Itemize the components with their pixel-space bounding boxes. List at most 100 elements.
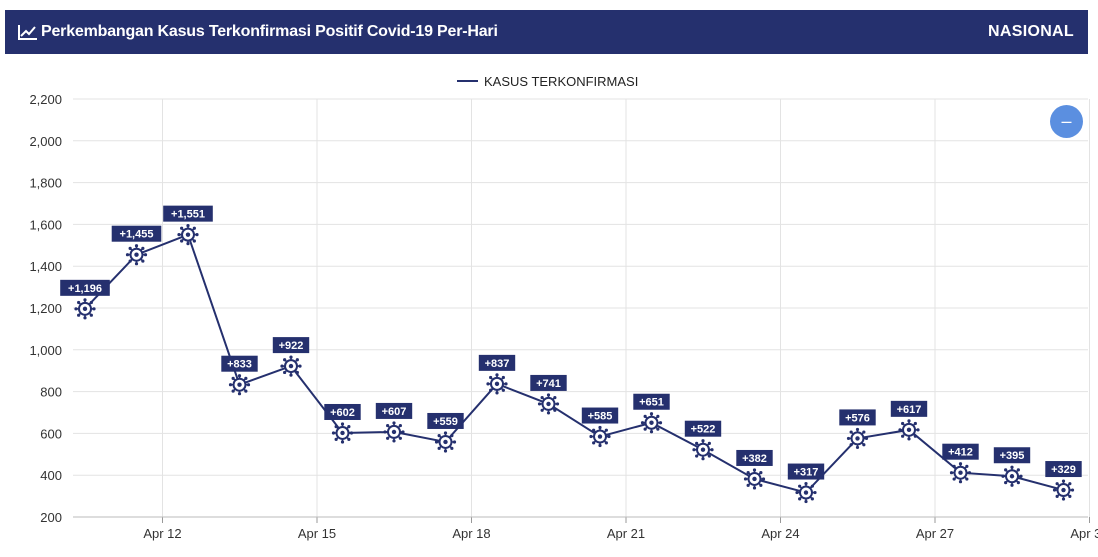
- data-label: +1,551: [171, 209, 205, 221]
- virus-spike-tip: [849, 443, 853, 447]
- data-label-box: [890, 400, 928, 417]
- virus-core: [803, 490, 809, 495]
- virus-core: [237, 382, 242, 387]
- virus-spike-tip: [237, 392, 242, 396]
- virus-spike-tip: [244, 389, 248, 393]
- virus-spike-tip: [1055, 482, 1059, 486]
- data-point-marker: [795, 481, 817, 504]
- virus-spike-tip: [913, 434, 917, 438]
- y-tick-label: 600: [40, 426, 62, 441]
- data-point-marker: [177, 224, 199, 246]
- virus-core: [546, 401, 551, 407]
- virus-core: [391, 429, 397, 435]
- zoom-out-button[interactable]: –: [1050, 105, 1083, 138]
- data-label: +1,455: [120, 229, 154, 241]
- virus-spike-tip: [795, 490, 799, 495]
- virus-spike-tip: [386, 436, 390, 440]
- virus-spike-tip: [604, 428, 608, 432]
- virus-core: [1009, 474, 1015, 479]
- virus-spike-tip: [1055, 494, 1059, 498]
- y-tick-label: 800: [40, 385, 62, 400]
- data-label-box: [993, 447, 1031, 464]
- virus-spike-tip: [862, 443, 866, 447]
- virus-spike-tip: [186, 242, 190, 246]
- virus-core: [597, 434, 603, 439]
- virus-spike-tip: [804, 481, 808, 486]
- virus-spike-tip: [398, 423, 402, 428]
- virus-spike-tip: [443, 449, 448, 453]
- virus-spike-tip: [289, 355, 293, 359]
- data-point-marker: [1052, 479, 1075, 501]
- virus-spike-tip: [283, 358, 287, 362]
- virus-spike-tip: [598, 443, 602, 448]
- virus-spike-tip: [501, 375, 505, 380]
- virus-spike-tip: [640, 421, 645, 425]
- virus-spike-tip: [186, 224, 190, 228]
- virus-spike-tip: [967, 471, 972, 475]
- virus-spike-tip: [231, 389, 235, 393]
- virus-spike-tip: [540, 395, 544, 400]
- virus-spike-tip: [349, 431, 354, 435]
- virus-spike-tip: [862, 430, 866, 434]
- virus-spike-tip: [125, 253, 130, 257]
- x-tick-label: Apr 27: [916, 526, 954, 541]
- data-label: +559: [433, 416, 458, 428]
- data-label: +382: [742, 453, 767, 465]
- data-label-box: [839, 409, 876, 426]
- x-tick-label: Apr 30: [1070, 526, 1098, 541]
- data-point-marker: [537, 393, 560, 415]
- data-label: +1,196: [68, 283, 102, 295]
- virus-spike-tip: [295, 370, 299, 375]
- data-point-marker: [949, 462, 972, 484]
- virus-spike-tip: [913, 421, 917, 426]
- data-label: +576: [845, 412, 870, 424]
- virus-spike-tip: [450, 446, 454, 450]
- data-label-box: [478, 354, 516, 371]
- virus-spike-tip: [1004, 481, 1008, 485]
- data-label: +617: [897, 404, 922, 416]
- virus-spike-tip: [1068, 494, 1072, 498]
- data-label: +329: [1051, 464, 1076, 476]
- data-point-marker: [486, 373, 508, 395]
- virus-spike-tip: [141, 259, 145, 263]
- virus-spike-tip: [134, 244, 139, 248]
- virus-spike-tip: [813, 490, 817, 495]
- data-label: +922: [279, 340, 304, 352]
- data-point-marker: [589, 425, 611, 448]
- virus-spike-tip: [1001, 474, 1005, 478]
- y-tick-label: 200: [40, 510, 62, 525]
- virus-core: [340, 430, 345, 436]
- virus-spike-tip: [1070, 488, 1075, 492]
- virus-spike-tip: [546, 411, 551, 415]
- virus-spike-tip: [347, 425, 351, 429]
- x-tick-label: Apr 15: [298, 526, 336, 541]
- virus-spike-tip: [177, 233, 181, 237]
- virus-spike-tip: [495, 391, 499, 395]
- virus-spike-tip: [77, 313, 81, 317]
- virus-spike-tip: [246, 383, 251, 387]
- virus-spike-tip: [540, 408, 544, 412]
- virus-spike-tip: [504, 382, 508, 386]
- virus-spike-tip: [592, 428, 596, 432]
- virus-core: [855, 436, 860, 441]
- virus-spike-tip: [283, 370, 287, 375]
- data-label-box: [1045, 461, 1082, 478]
- virus-spike-tip: [537, 402, 542, 406]
- virus-spike-tip: [334, 425, 338, 429]
- virus-spike-tip: [1010, 465, 1014, 469]
- data-label: +607: [382, 406, 407, 418]
- data-label: +651: [639, 397, 664, 409]
- scope-label: NASIONAL: [988, 23, 1074, 40]
- virus-spike-tip: [952, 464, 956, 468]
- virus-spike-tip: [143, 253, 148, 257]
- virus-spike-tip: [864, 436, 869, 441]
- virus-spike-tip: [695, 441, 699, 445]
- virus-spike-tip: [759, 471, 763, 475]
- virus-spike-tip: [237, 374, 242, 378]
- virus-spike-tip: [656, 414, 660, 418]
- virus-spike-tip: [849, 430, 853, 434]
- data-point-marker: [280, 355, 302, 377]
- virus-spike-tip: [855, 427, 860, 432]
- virus-spike-tip: [501, 388, 505, 392]
- virus-spike-tip: [752, 468, 757, 472]
